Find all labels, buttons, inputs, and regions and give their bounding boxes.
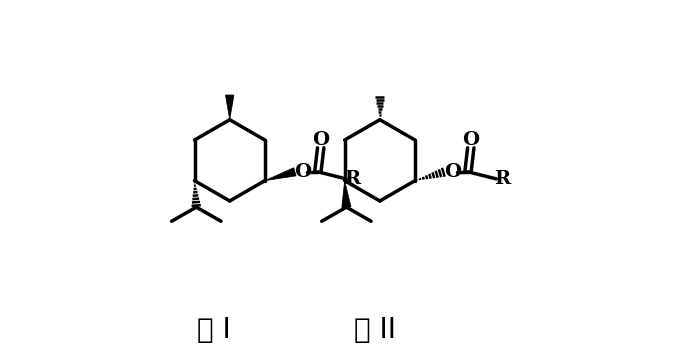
Text: 式 I: 式 I (197, 316, 231, 344)
Text: 式 II: 式 II (353, 316, 395, 344)
Text: O: O (462, 131, 480, 149)
Text: O: O (312, 131, 329, 149)
Text: R: R (344, 170, 360, 188)
Polygon shape (225, 95, 234, 120)
Text: O: O (294, 163, 311, 181)
Text: O: O (444, 163, 462, 181)
Polygon shape (342, 180, 351, 208)
Text: R: R (495, 170, 511, 188)
Polygon shape (265, 168, 296, 180)
